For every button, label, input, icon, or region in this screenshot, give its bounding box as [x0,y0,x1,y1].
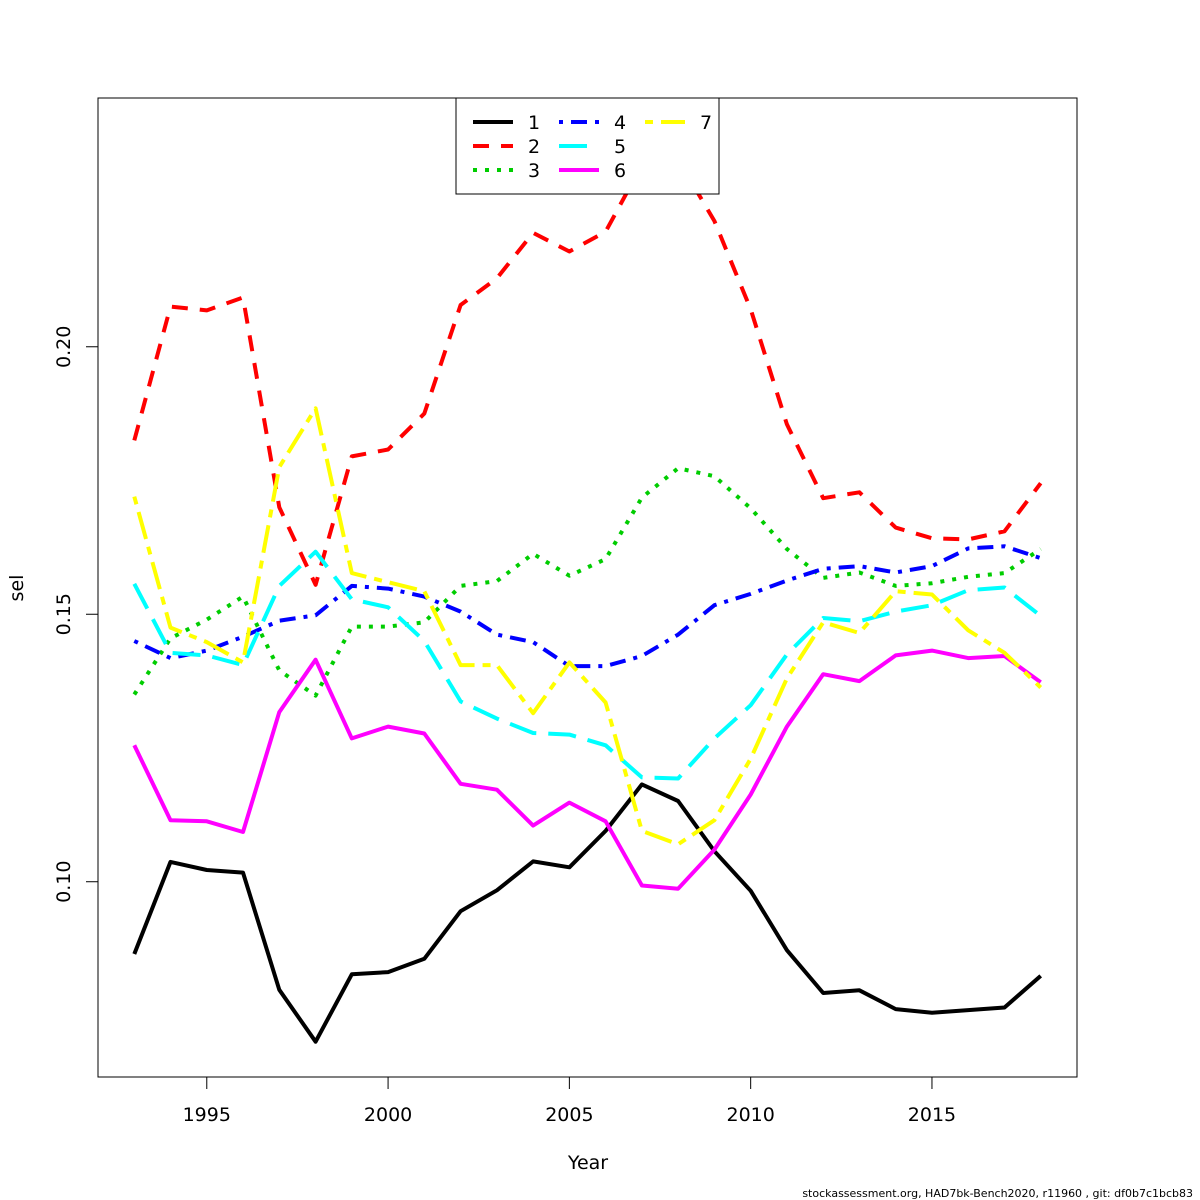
legend-label-5: 5 [614,136,626,158]
legend: 123 456 7 [455,97,720,195]
legend-label-2: 2 [528,136,540,158]
x-axis-label: Year [567,1152,608,1174]
y-axis: 0.10 0.15 0.20 [53,326,99,903]
y-axis-label: sel [6,575,28,602]
series-line-2 [132,157,1043,587]
x-tick-label: 1995 [183,1104,231,1126]
legend-box [455,97,720,195]
y-tick-label: 0.20 [53,326,75,368]
series-line-6 [132,648,1042,891]
series-line-3 [132,466,1042,698]
plot-frame [97,97,1078,1078]
y-tick-label: 0.15 [53,593,75,635]
x-tick-label: 2010 [726,1104,774,1126]
y-tick-label: 0.10 [53,861,75,903]
legend-label-6: 6 [614,160,626,182]
footer-note: stockassessment.org, HAD7bk-Bench2020, r… [802,1187,1193,1200]
legend-label-7: 7 [700,112,712,134]
legend-label-4: 4 [614,112,626,134]
x-axis: 1995 2000 2005 2010 2015 [183,1076,956,1126]
x-tick-label: 2015 [908,1104,956,1126]
series-layer [132,157,1043,1044]
series-line-4 [133,544,1042,669]
legend-label-3: 3 [528,160,540,182]
x-tick-label: 2005 [545,1104,593,1126]
series-line-1 [132,782,1043,1044]
series-line-7 [132,406,1043,847]
x-tick-label: 2000 [364,1104,412,1126]
series-line-5 [132,549,1042,781]
legend-label-1: 1 [528,112,540,134]
